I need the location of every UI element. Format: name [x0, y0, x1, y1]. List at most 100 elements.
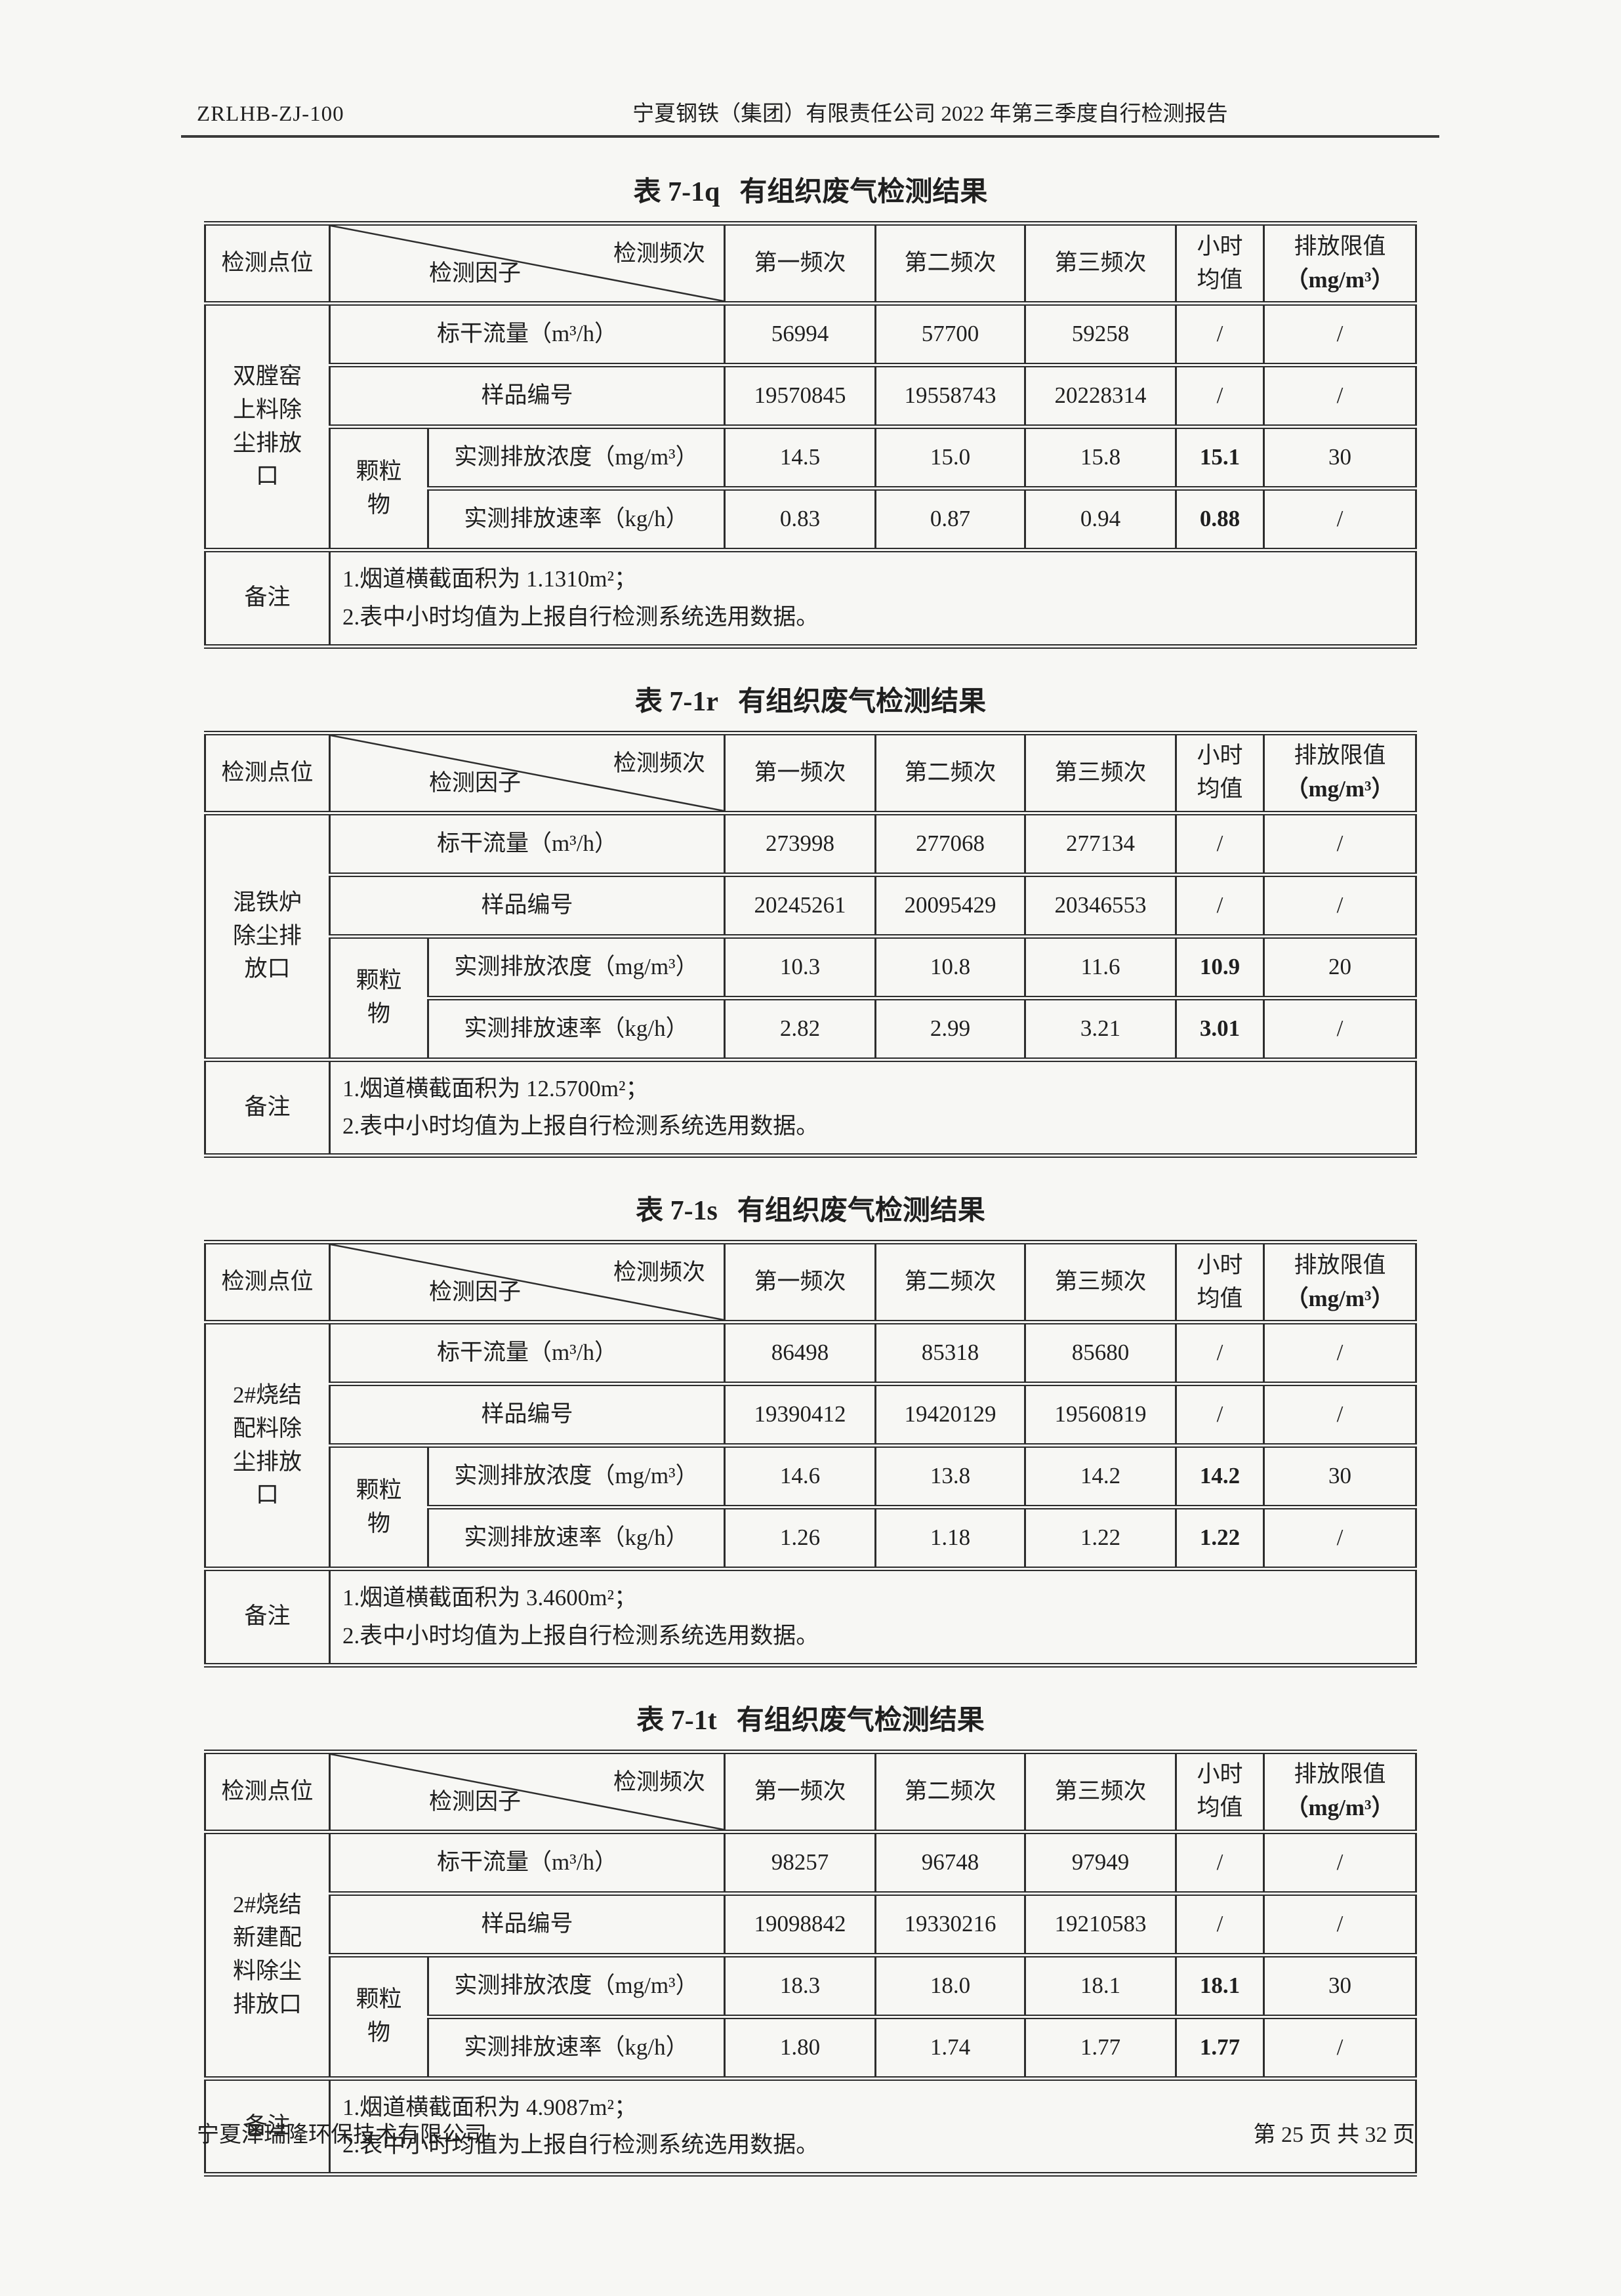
value-cell: 96748	[874, 1829, 1026, 1896]
hour-avg-value: 1.77	[1175, 2014, 1265, 2081]
row-sample: 样品编号 20245261 20095429 20346553 / /	[205, 872, 1417, 939]
value-cell: 85680	[1024, 1320, 1177, 1386]
value-cell: 3.21	[1024, 995, 1177, 1062]
table-header-row: 检测点位 检测频次 检测因子 第一频次 第二频次 第三频次 小时均值 排放限值 （…	[204, 1240, 1417, 1324]
value-cell: 20095429	[874, 872, 1026, 939]
notes-cell: 1.烟道横截面积为 3.4600m²； 2.表中小时均值为上报自行检测系统选用数…	[329, 1567, 1417, 1668]
row-label-particulate: 颗粒物	[329, 1443, 429, 1571]
col-header-limit: 排放限值 （mg/m³）	[1263, 1749, 1417, 1834]
value-cell: 13.8	[874, 1443, 1026, 1509]
table-number: 表 7-1q	[633, 177, 720, 207]
value-cell: /	[1175, 1829, 1265, 1896]
diagonal-line	[331, 1244, 724, 1320]
col-header-freq2: 第二频次	[874, 221, 1026, 306]
value-cell: 14.5	[724, 424, 876, 491]
diagonal-header-cell: 检测频次 检测因子	[329, 1240, 726, 1324]
page-header: ZRLHB-ZJ-100 宁夏钢铁（集团）有限责任公司 2022 年第三季度自行…	[197, 96, 1424, 127]
col-header-freq3: 第三频次	[1024, 1240, 1177, 1324]
diag-label-frequency: 检测频次	[613, 241, 705, 266]
value-cell: /	[1175, 872, 1265, 939]
col-header-freq3: 第三频次	[1024, 221, 1177, 306]
limit-value: /	[1263, 2014, 1417, 2081]
notes-cell: 1.烟道横截面积为 12.5700m²； 2.表中小时均值为上报自行检测系统选用…	[329, 1057, 1417, 1158]
col-header-freq1: 第一频次	[724, 730, 876, 815]
value-cell: 11.6	[1024, 933, 1177, 1000]
diag-label-frequency: 检测频次	[613, 1260, 705, 1285]
table-number: 表 7-1s	[636, 1196, 718, 1226]
row-label-sample: 样品编号	[329, 1382, 726, 1448]
row-label-flow: 标干流量（m³/h）	[329, 1320, 726, 1386]
row-label-particulate: 颗粒物	[329, 424, 429, 552]
diagonal-line	[331, 735, 724, 811]
table-number: 表 7-1t	[636, 1705, 717, 1736]
col-header-freq1: 第一频次	[724, 1749, 876, 1834]
col-header-hour-avg: 小时均值	[1175, 1240, 1265, 1324]
value-cell: 86498	[724, 1320, 876, 1386]
row-label-flow: 标干流量（m³/h）	[329, 301, 726, 367]
hour-avg-value: 10.9	[1175, 933, 1265, 1000]
value-cell: 20346553	[1024, 872, 1177, 939]
row-flow: 2#烧结配料除尘排放口 标干流量（m³/h） 86498 85318 85680…	[204, 1320, 1417, 1571]
row-concentration: 颗粒物 实测排放浓度（mg/m³） 14.6 13.8 14.2 14.2 30	[205, 1443, 1417, 1571]
row-label-flow: 标干流量（m³/h）	[329, 1829, 726, 1896]
monitoring-table-q: 检测点位 检测频次 检测因子 第一频次 第二频次 第三频次 小时均值 排放限值 （…	[204, 221, 1417, 649]
table-number: 表 7-1r	[634, 686, 719, 717]
limit-unit: （mg/m³）	[1285, 266, 1395, 293]
value-cell: 1.26	[724, 1505, 876, 1571]
col-header-point: 检测点位	[204, 221, 331, 306]
table-title-text: 有组织废气检测结果	[736, 1705, 985, 1736]
value-cell: 14.6	[724, 1443, 876, 1509]
col-header-point: 检测点位	[204, 730, 331, 815]
hour-avg-value: 14.2	[1175, 1443, 1265, 1509]
col-header-freq2: 第二频次	[874, 730, 1026, 815]
row-concentration: 颗粒物 实测排放浓度（mg/m³） 18.3 18.0 18.1 18.1 30	[205, 1952, 1417, 2081]
limit-label: 排放限值	[1294, 1252, 1386, 1278]
table-title: 表 7-1r 有组织废气检测结果	[0, 679, 1621, 719]
limit-value: 30	[1263, 424, 1417, 491]
diagonal-header-cell: 检测频次 检测因子	[329, 730, 726, 815]
value-cell: 98257	[724, 1829, 876, 1896]
diag-label-factor: 检测因子	[429, 769, 522, 796]
col-header-point: 检测点位	[204, 1749, 331, 1834]
row-notes: 备注 1.烟道横截面积为 12.5700m²； 2.表中小时均值为上报自行检测系…	[204, 1057, 1417, 1158]
limit-value: 30	[1263, 1443, 1417, 1509]
row-notes: 备注 1.烟道横截面积为 4.9087m²； 2.表中小时均值为上报自行检测系统…	[204, 2076, 1417, 2177]
value-cell: 18.3	[724, 1952, 876, 2019]
value-cell: 18.0	[874, 1952, 1026, 2019]
note-line: 2.表中小时均值为上报自行检测系统选用数据。	[342, 2132, 819, 2158]
value-cell: 14.2	[1024, 1443, 1177, 1509]
value-cell: 1.77	[1024, 2014, 1177, 2081]
row-flow: 双膛窑上料除尘排放口 标干流量（m³/h） 56994 57700 59258 …	[204, 301, 1417, 552]
value-cell: 1.22	[1024, 1505, 1177, 1571]
monitoring-table-s: 检测点位 检测频次 检测因子 第一频次 第二频次 第三频次 小时均值 排放限值 （…	[204, 1240, 1417, 1668]
diag-label-factor: 检测因子	[429, 1788, 522, 1814]
value-cell: /	[1175, 810, 1265, 877]
value-cell: 2.99	[874, 995, 1026, 1062]
row-label-rate: 实测排放速率（kg/h）	[427, 995, 726, 1062]
row-label-rate: 实测排放速率（kg/h）	[427, 2014, 726, 2081]
row-sample: 样品编号 19390412 19420129 19560819 / /	[205, 1382, 1417, 1448]
hour-avg-value: 3.01	[1175, 995, 1265, 1062]
hour-avg-value: 18.1	[1175, 1952, 1265, 2019]
monitoring-point: 双膛窑上料除尘排放口	[204, 301, 331, 552]
limit-value: /	[1263, 486, 1417, 552]
note-line: 1.烟道横截面积为 1.1310m²；	[342, 566, 637, 592]
row-flow: 2#烧结新建配料除尘排放口 标干流量（m³/h） 98257 96748 979…	[204, 1829, 1417, 2081]
footer-page-number: 第 25 页 共 32 页	[1253, 2123, 1416, 2147]
col-header-hour-avg: 小时均值	[1175, 730, 1265, 815]
value-cell: /	[1263, 1829, 1417, 1896]
col-header-freq1: 第一频次	[724, 221, 876, 306]
value-cell: 19420129	[874, 1382, 1026, 1448]
limit-value: /	[1263, 995, 1417, 1062]
monitoring-table-t: 检测点位 检测频次 检测因子 第一频次 第二频次 第三频次 小时均值 排放限值 （…	[204, 1749, 1417, 2177]
table-header-row: 检测点位 检测频次 检测因子 第一频次 第二频次 第三频次 小时均值 排放限值 （…	[204, 1749, 1417, 1834]
hour-avg-value: 15.1	[1175, 424, 1265, 491]
row-notes: 备注 1.烟道横截面积为 3.4600m²； 2.表中小时均值为上报自行检测系统…	[204, 1567, 1417, 1668]
value-cell: 19330216	[874, 1891, 1026, 1958]
row-rate: 实测排放速率（kg/h） 1.26 1.18 1.22 1.22 /	[205, 1505, 1417, 1571]
row-label-notes: 备注	[204, 2076, 331, 2177]
row-rate: 实测排放速率（kg/h） 1.80 1.74 1.77 1.77 /	[205, 2014, 1417, 2081]
value-cell: 19390412	[724, 1382, 876, 1448]
value-cell: 0.94	[1024, 486, 1177, 552]
value-cell: /	[1263, 872, 1417, 939]
